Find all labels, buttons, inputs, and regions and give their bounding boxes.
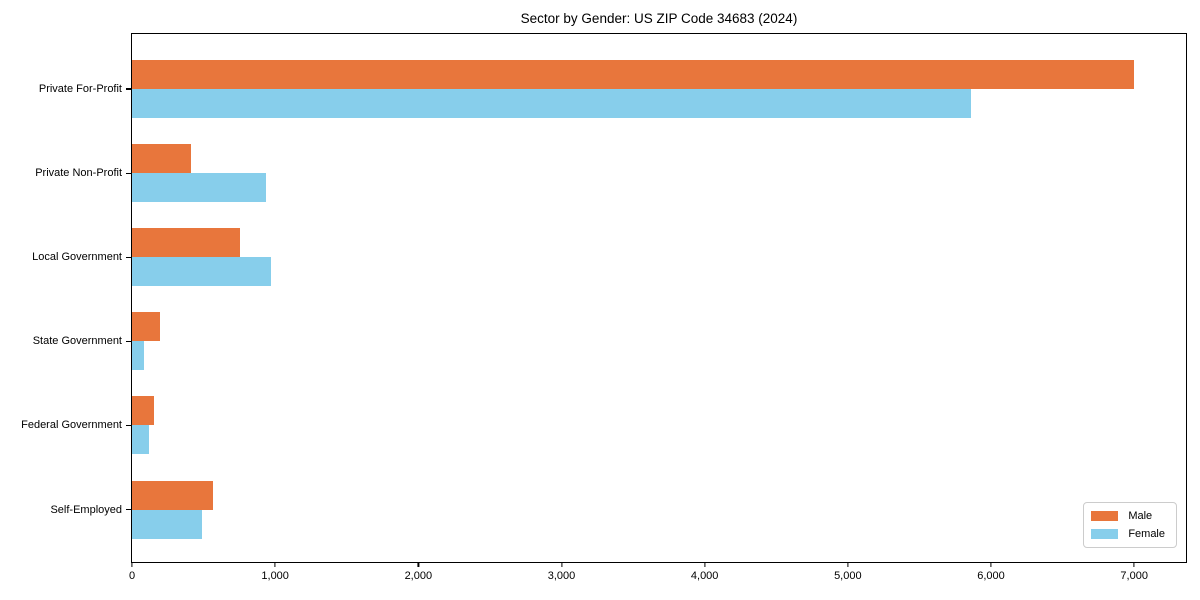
y-tick-label: Local Government: [32, 251, 122, 264]
legend-label-female: Female: [1128, 528, 1165, 540]
x-tick-mark: [704, 562, 706, 567]
y-tick-mark: [126, 172, 131, 174]
y-tick-label: Federal Government: [21, 419, 122, 432]
y-tick-label: State Government: [32, 335, 122, 348]
bar-female-4: [132, 341, 145, 371]
bar-male-6: [132, 480, 214, 510]
bar-female-5: [132, 425, 149, 455]
legend-label-male: Male: [1128, 510, 1153, 522]
legend-item-male: Male: [1091, 510, 1165, 522]
bar-male-2: [132, 144, 192, 174]
x-tick-label: 5,000: [834, 570, 862, 582]
x-tick-mark: [847, 562, 849, 567]
bar-male-3: [132, 228, 240, 258]
x-tick-label: 6,000: [977, 570, 1005, 582]
y-tick-mark: [126, 508, 131, 511]
bar-female-1: [132, 89, 971, 118]
x-tick-label: 4,000: [690, 570, 719, 582]
x-tick-mark: [131, 562, 133, 567]
x-tick-mark: [560, 562, 563, 567]
x-tick-label: 0: [128, 570, 136, 582]
x-tick-label: 2,000: [404, 570, 433, 582]
chart-title: Sector by Gender: US ZIP Code 34683 (202…: [520, 11, 798, 26]
bar-male-5: [132, 396, 154, 426]
x-tick-label: 7,000: [1120, 570, 1148, 582]
y-tick-mark: [126, 256, 131, 258]
legend-swatch-female: [1091, 529, 1119, 539]
bar-male-1: [132, 60, 1135, 89]
x-tick-mark: [274, 562, 276, 567]
y-tick-mark: [126, 340, 131, 342]
x-tick-label: 1,000: [261, 570, 289, 582]
legend: Male Female: [1083, 502, 1177, 548]
y-tick-label: Self-Employed: [50, 503, 122, 516]
bar-female-6: [132, 509, 202, 539]
bar-male-4: [132, 312, 161, 342]
x-tick-label: 3,000: [547, 570, 576, 582]
bar-female-2: [132, 173, 267, 203]
plot-area: Male Female Private For-Profit Private No…: [21, 33, 1187, 582]
x-tick-mark: [1133, 562, 1135, 567]
y-tick-label: Private For-Profit: [38, 83, 122, 95]
legend-swatch-male: [1091, 511, 1119, 521]
y-tick-mark: [126, 424, 131, 426]
bar-female-3: [132, 257, 272, 287]
y-tick-label: Private Non-Profit: [35, 167, 122, 180]
x-tick-mark: [417, 562, 419, 567]
legend-item-female: Female: [1091, 528, 1165, 540]
x-tick-mark: [990, 562, 992, 567]
y-tick-mark: [126, 88, 131, 90]
